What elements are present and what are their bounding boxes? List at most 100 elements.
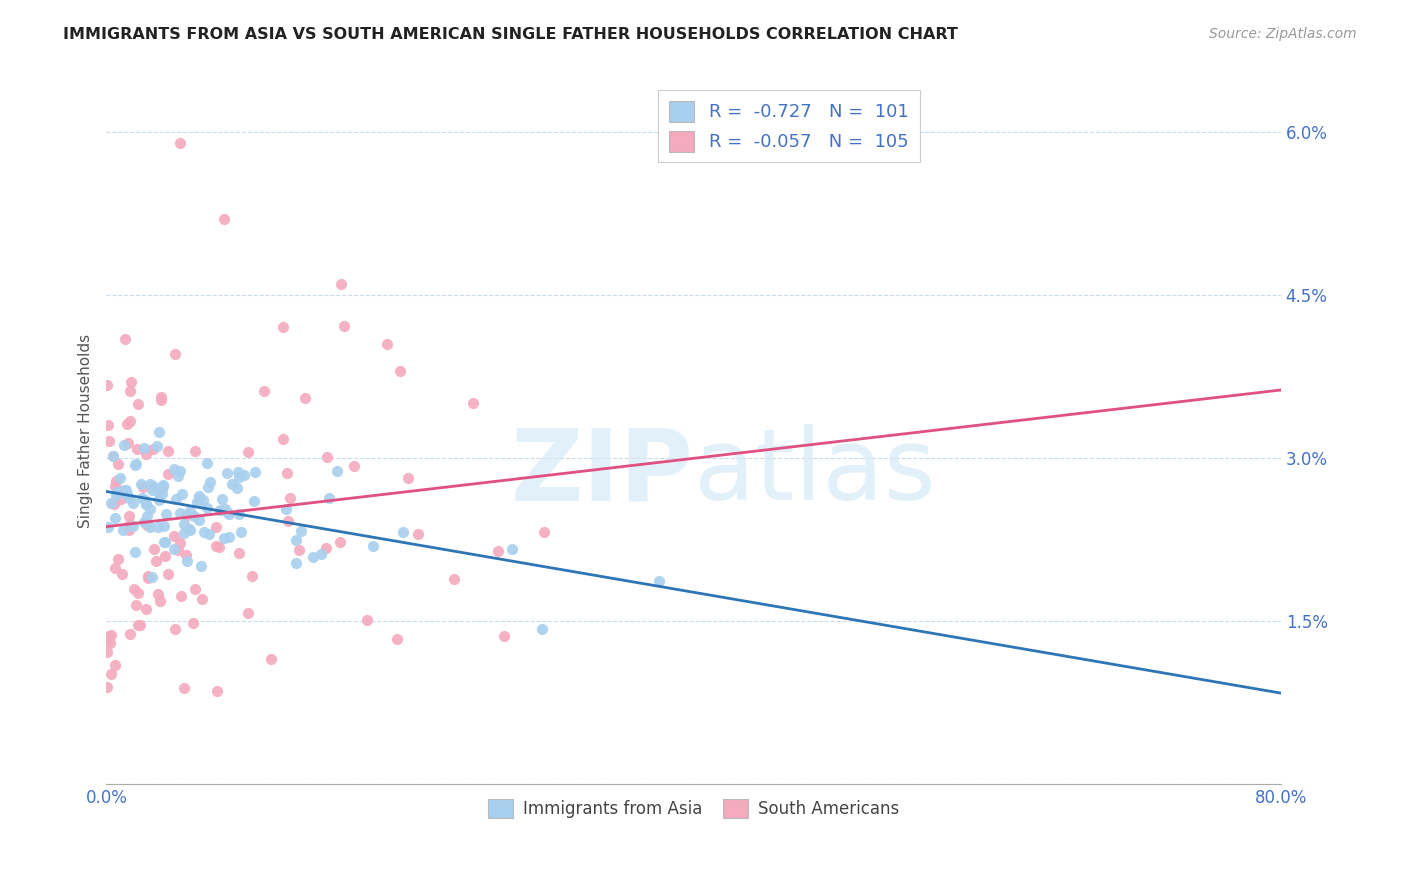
Point [134, 493, 156, 508]
Point [156, 443, 179, 458]
Point [107, 552, 129, 566]
Text: IMMIGRANTS FROM ASIA VS SOUTH AMERICAN SINGLE FATHER HOUSEHOLDS CORRELATION CHAR: IMMIGRANTS FROM ASIA VS SOUTH AMERICAN S… [63, 27, 957, 42]
Point [240, 569, 263, 583]
Point [204, 520, 226, 534]
Point [501, 542, 523, 557]
Point [221, 477, 243, 491]
Point [163, 347, 186, 361]
Point [127, 618, 149, 632]
Point [101, 449, 124, 463]
Point [647, 574, 669, 588]
Point [228, 546, 250, 560]
Point [276, 501, 298, 516]
Point [212, 211, 235, 226]
Point [330, 277, 353, 291]
Point [233, 467, 256, 482]
Point [97, 630, 120, 644]
Point [98, 636, 121, 650]
Point [97, 434, 120, 449]
Point [288, 542, 311, 557]
Point [96, 645, 118, 659]
Point [122, 582, 145, 596]
Point [124, 545, 146, 559]
Point [118, 491, 141, 505]
Point [112, 523, 135, 537]
Point [218, 508, 240, 522]
Point [294, 391, 316, 405]
Point [205, 684, 228, 698]
Point [212, 531, 235, 545]
Point [148, 493, 170, 508]
Point [198, 475, 221, 489]
Point [228, 508, 250, 522]
Point [356, 613, 378, 627]
Point [236, 445, 259, 459]
Point [142, 479, 165, 493]
Point [115, 487, 138, 501]
Point [173, 681, 195, 695]
Point [443, 572, 465, 586]
Point [120, 414, 142, 428]
Point [129, 477, 152, 491]
Point [122, 496, 145, 510]
Point [124, 599, 146, 613]
Point [110, 492, 132, 507]
Point [396, 471, 419, 485]
Point [284, 556, 307, 570]
Point [385, 632, 408, 647]
Point [343, 458, 366, 473]
Point [214, 501, 236, 516]
Point [193, 524, 215, 539]
Point [135, 508, 157, 523]
Point [145, 554, 167, 568]
Point [134, 515, 156, 529]
Point [138, 477, 160, 491]
Point [389, 364, 412, 378]
Point [187, 513, 209, 527]
Point [285, 533, 308, 547]
Point [135, 446, 157, 460]
Point [135, 497, 157, 511]
Point [118, 517, 141, 532]
Point [97, 632, 120, 647]
Point [173, 525, 195, 540]
Point [217, 466, 239, 480]
Point [277, 514, 299, 528]
Point [183, 582, 205, 596]
Point [124, 458, 146, 472]
Point [118, 523, 141, 537]
Point [228, 469, 250, 483]
Point [198, 526, 221, 541]
Point [169, 536, 191, 550]
Point [316, 450, 339, 464]
Point [156, 467, 179, 482]
Point [117, 436, 139, 450]
Point [131, 491, 153, 505]
Point [226, 465, 249, 479]
Point [315, 541, 337, 555]
Point [211, 492, 233, 507]
Point [115, 417, 138, 431]
Point [153, 519, 176, 533]
Point [170, 590, 193, 604]
Point [97, 519, 120, 533]
Point [96, 680, 118, 694]
Point [111, 567, 134, 582]
Point [150, 482, 173, 496]
Point [156, 566, 179, 581]
Point [132, 480, 155, 494]
Point [181, 615, 204, 630]
Point [492, 629, 515, 643]
Point [146, 520, 169, 534]
Point [260, 652, 283, 666]
Point [229, 524, 252, 539]
Point [146, 587, 169, 601]
Text: atlas: atlas [693, 425, 935, 522]
Point [135, 497, 157, 511]
Point [186, 495, 208, 509]
Point [107, 457, 129, 471]
Point [177, 523, 200, 537]
Point [120, 627, 142, 641]
Point [243, 493, 266, 508]
Point [163, 529, 186, 543]
